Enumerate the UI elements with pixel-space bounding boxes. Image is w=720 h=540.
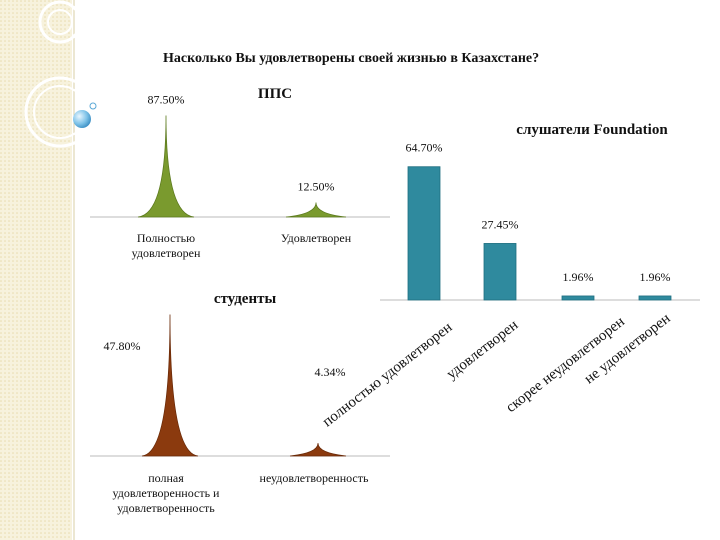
cone-bar [141,314,199,457]
decorative-ring [38,0,82,44]
cone-bar [289,443,347,457]
data-label: 1.96% [563,270,594,284]
bubble-ornament [73,110,91,128]
cone-bar [285,202,347,218]
data-label: 87.50% [148,93,185,107]
data-label: 1.96% [640,270,671,284]
category-label: Полностью удовлетворен [132,231,201,260]
bar [483,243,517,301]
cone-bar [137,115,195,218]
data-label: 4.34% [315,365,346,379]
bar [561,295,595,301]
chart-title: слушатели Foundation [516,122,668,138]
chart-title: студенты [214,291,277,307]
data-label: 27.45% [482,217,519,231]
chart-title: ППС [258,86,292,102]
data-label: 12.50% [298,180,335,194]
category-label: неудовлетворенность [260,471,369,485]
slide-title: Насколько Вы удовлетворены своей жизнью … [163,51,540,66]
data-label: 47.80% [104,339,141,353]
bar [638,295,672,301]
bar [407,166,441,301]
decorative-ring [24,76,96,148]
category-label: полная удовлетворенность и удовлетвореннос… [113,471,221,515]
data-label: 64.70% [406,141,443,155]
category-label: Удовлетворен [281,231,352,245]
category-label: удовлетворен [444,317,522,383]
